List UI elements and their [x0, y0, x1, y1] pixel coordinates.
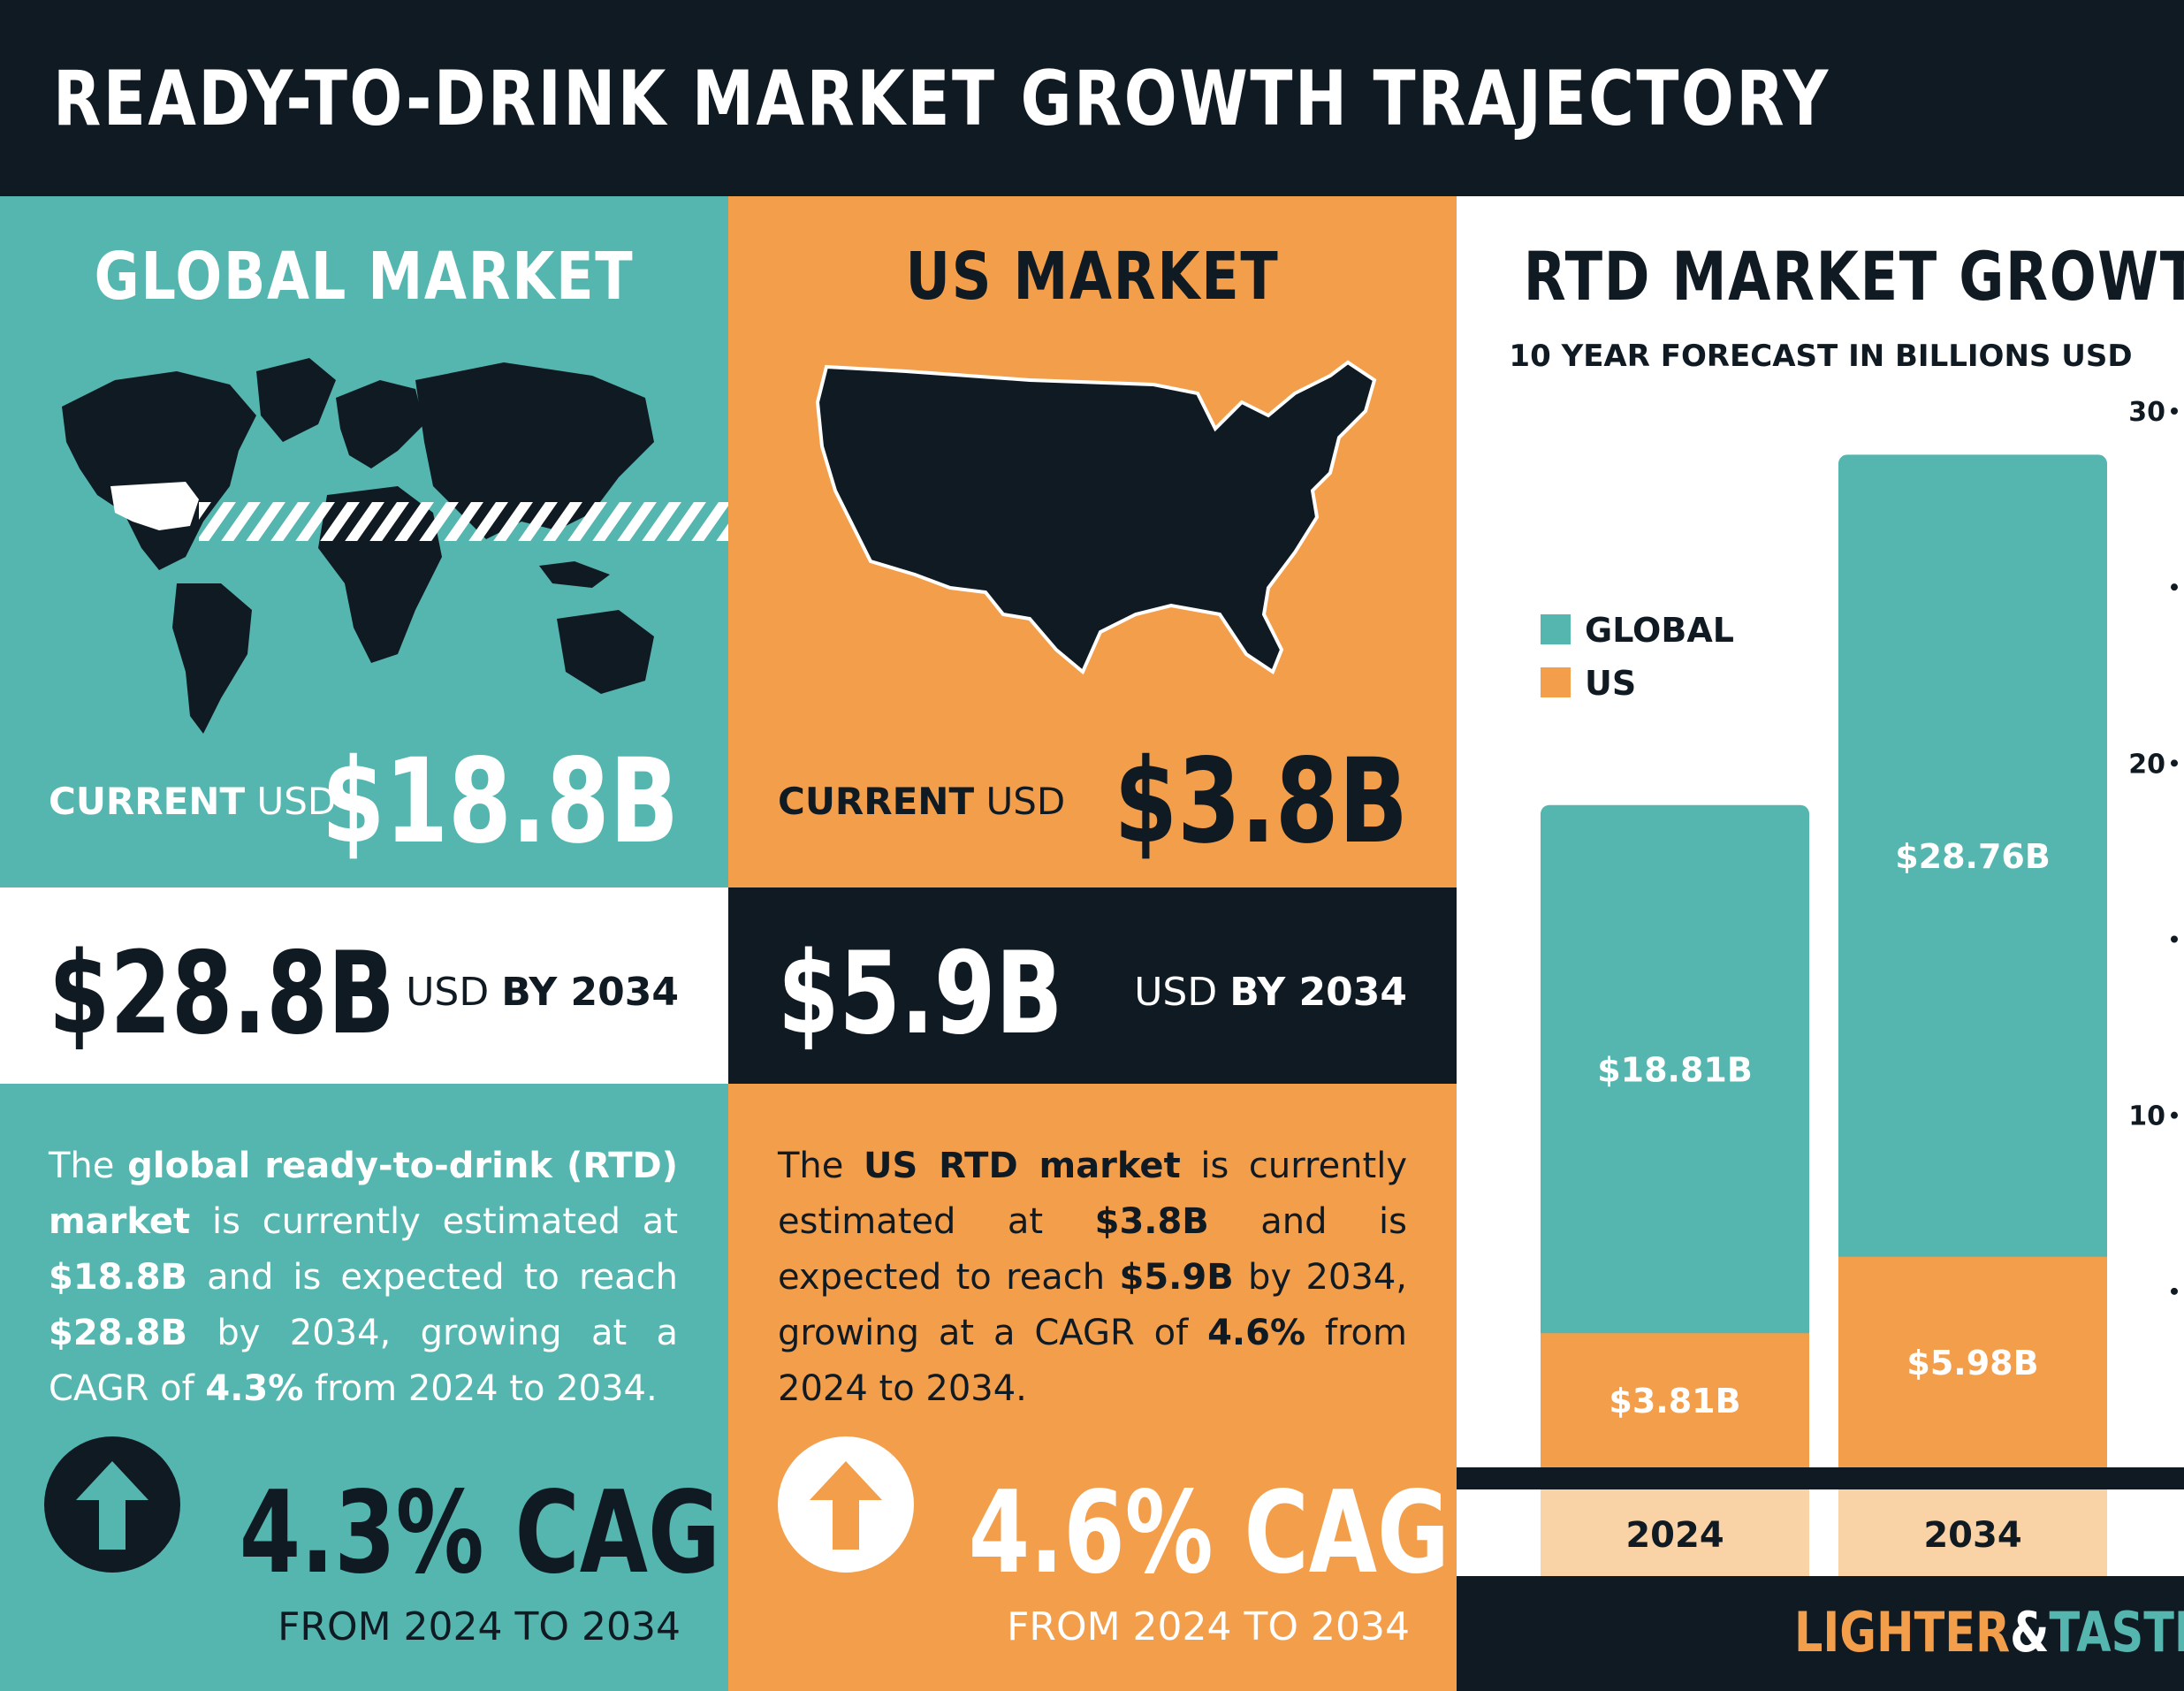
global-future-panel — [0, 887, 728, 1084]
page-title: READY-TO-DRINK MARKET GROWTH TRAJECTORY — [53, 55, 1830, 143]
us-bottom-panel — [728, 1084, 1457, 1691]
data-label-global-2024: $18.81B — [1597, 1050, 1753, 1089]
legend-label-us: US — [1585, 664, 1636, 703]
y-tick-label: 10 — [2128, 1101, 2165, 1132]
global-cagr-period: FROM 2024 TO 2034 — [278, 1604, 681, 1649]
global-cagr-value: 4.3% CAGR — [239, 1467, 788, 1599]
x-axis-baseline — [1457, 1467, 2184, 1489]
brand-logo: LIGHTER&TASTIER — [1794, 1600, 2184, 1664]
global-current-label: CURRENT USD — [49, 780, 337, 823]
rtd-growth-chart: 10 20 30 $18.81B $3.81B 2024 $28.76B $5.98B 2034… — [1457, 397, 2184, 1576]
global-future-value: $28.8B — [49, 928, 395, 1060]
y-tick-dot — [2171, 408, 2178, 415]
y-tick-dot — [2171, 583, 2178, 591]
x-tick-label: 2034 — [1923, 1515, 2021, 1556]
x-tick-label: 2024 — [1625, 1515, 1724, 1556]
us-current-value: $3.8B — [1114, 734, 1408, 870]
global-by-2034-label: USD BY 2034 — [406, 970, 679, 1015]
global-bottom-panel — [0, 1084, 728, 1691]
us-cagr-value: 4.6% CAGR — [968, 1467, 1518, 1599]
global-market-title: GLOBAL MARKET — [94, 239, 635, 315]
data-label-us-2034: $5.98B — [1906, 1344, 2038, 1383]
y-tick-dot — [2171, 935, 2178, 943]
global-current-value: $18.8B — [321, 734, 679, 870]
bar-global-2034 — [1838, 454, 2107, 1467]
bar-us-2024 — [1541, 1333, 1809, 1467]
y-tick-dot — [2171, 1287, 2178, 1295]
bar-us-2034 — [1838, 1256, 2107, 1467]
bar-global-2024 — [1541, 804, 1809, 1467]
us-current-label: CURRENT USD — [778, 780, 1066, 823]
data-label-us-2024: $3.81B — [1609, 1382, 1740, 1421]
us-map-icon — [815, 360, 1377, 675]
x-category-box — [1838, 1489, 2107, 1576]
header-bar — [0, 0, 2184, 196]
world-map-icon — [62, 358, 654, 734]
y-tick-label: 20 — [2128, 749, 2165, 780]
us-cagr-period: FROM 2024 TO 2034 — [1007, 1604, 1410, 1649]
us-description: The US RTD market is currently estimated… — [778, 1146, 1408, 1409]
up-arrow-icon — [44, 1436, 180, 1573]
legend-swatch-us — [1541, 667, 1571, 697]
y-tick-label: 30 — [2128, 397, 2165, 428]
footer-bar — [1457, 1576, 2184, 1691]
legend-swatch-global — [1541, 614, 1571, 644]
us-market-title: US MARKET — [905, 239, 1280, 315]
us-future-value: $5.9B — [778, 928, 1063, 1060]
chart-subtitle: 10 YEAR FORECAST IN BILLIONS USD — [1509, 339, 2133, 374]
us-future-panel — [728, 887, 1457, 1084]
us-by-2034-label: USD BY 2034 — [1134, 970, 1407, 1015]
chart-title: RTD MARKET GROWTH — [1523, 237, 2184, 316]
data-label-global-2034: $28.76B — [1895, 837, 2051, 876]
global-description: The global ready-to-drink (RTD) market i… — [49, 1146, 679, 1409]
x-category-box — [1541, 1489, 1809, 1576]
y-tick-dot — [2171, 1111, 2178, 1119]
y-tick-dot — [2171, 759, 2178, 767]
legend-label-global: GLOBAL — [1585, 611, 1734, 650]
up-arrow-icon — [778, 1436, 914, 1573]
